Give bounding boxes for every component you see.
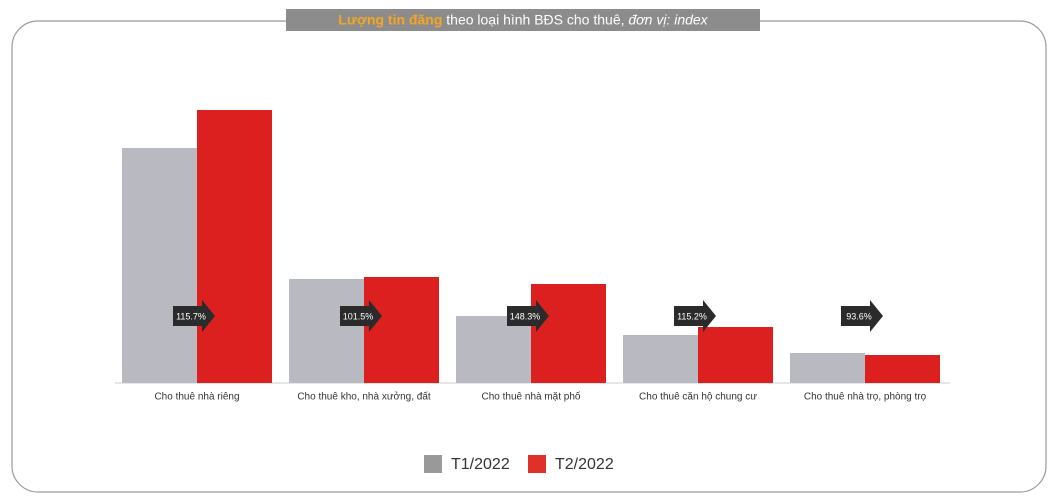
annotation-arrow bbox=[841, 300, 883, 332]
title-text: theo loại hình BĐS cho thuê, bbox=[446, 11, 624, 27]
legend-label: T1/2022 bbox=[451, 456, 510, 473]
bar bbox=[531, 284, 606, 383]
annotation-label: 115.7% bbox=[176, 311, 206, 321]
annotation-arrow bbox=[173, 300, 215, 332]
bar bbox=[865, 355, 940, 383]
bar bbox=[197, 110, 272, 383]
bar bbox=[456, 316, 531, 383]
x-tick-label: Cho thuê căn hộ chung cư bbox=[639, 392, 757, 403]
bar bbox=[698, 327, 773, 383]
legend-swatch bbox=[424, 455, 442, 473]
bar bbox=[122, 148, 197, 383]
legend-label: T2/2022 bbox=[555, 456, 614, 473]
title-highlight: Lượng tin đăng bbox=[338, 11, 442, 27]
annotation-label: 115.2% bbox=[677, 311, 707, 321]
annotation-label: 101.5% bbox=[343, 311, 374, 321]
annotation-arrow bbox=[674, 300, 716, 332]
title-box bbox=[286, 9, 760, 31]
title-unit: đơn vị: index bbox=[628, 11, 708, 27]
x-tick-label: Cho thuê kho, nhà xưởng, đất bbox=[297, 391, 431, 403]
bar bbox=[623, 335, 698, 383]
chart-title: Lượng tin đăng theo loại hình BĐS cho th… bbox=[338, 11, 708, 27]
x-tick-label: Cho thuê nhà riêng bbox=[154, 392, 239, 403]
annotation-arrow bbox=[340, 300, 382, 332]
annotation-arrow bbox=[507, 300, 549, 332]
x-tick-label: Cho thuê nhà mặt phố bbox=[482, 391, 581, 403]
legend-swatch bbox=[528, 455, 546, 473]
annotation-label: 148.3% bbox=[510, 311, 541, 321]
bar bbox=[364, 277, 439, 383]
annotation-label: 93.6% bbox=[846, 311, 872, 321]
x-tick-label: Cho thuê nhà trọ, phòng trọ bbox=[804, 392, 927, 403]
bar bbox=[289, 279, 364, 383]
bar bbox=[790, 353, 865, 383]
